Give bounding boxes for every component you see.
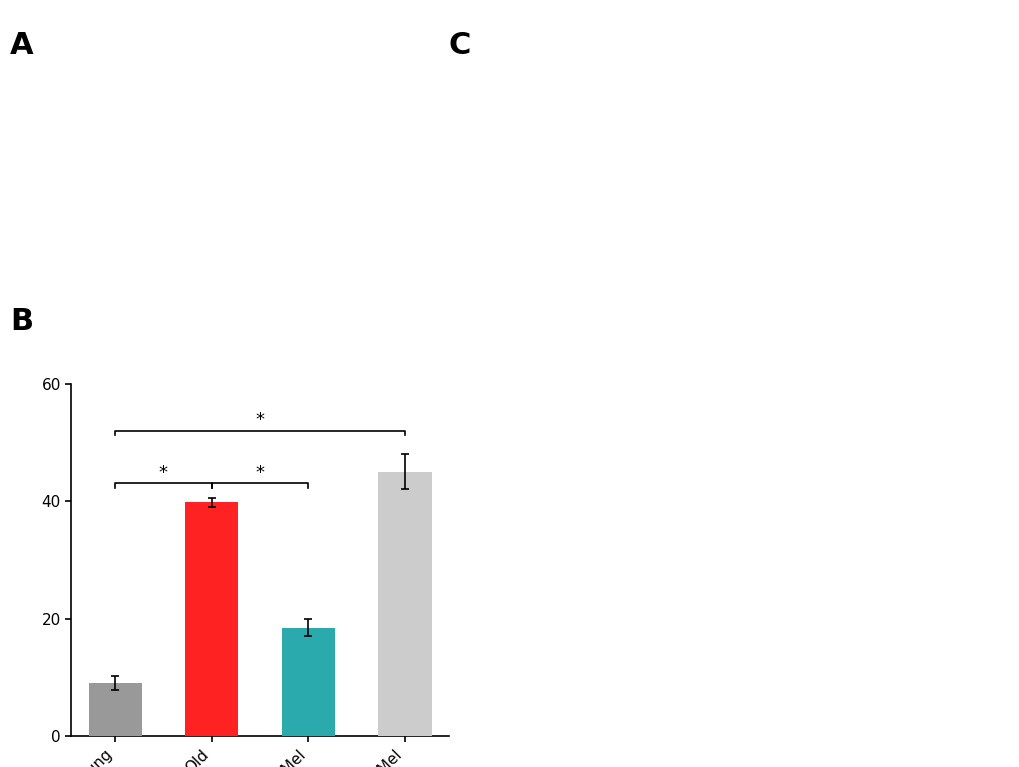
Text: *: * bbox=[159, 464, 168, 482]
Text: *: * bbox=[256, 464, 264, 482]
Text: C: C bbox=[448, 31, 471, 60]
Text: *: * bbox=[256, 411, 264, 429]
Bar bbox=[89, 683, 142, 736]
Bar bbox=[185, 502, 238, 736]
Text: A: A bbox=[10, 31, 34, 60]
Text: B: B bbox=[10, 307, 34, 336]
Bar bbox=[281, 627, 334, 736]
Bar bbox=[378, 472, 431, 736]
